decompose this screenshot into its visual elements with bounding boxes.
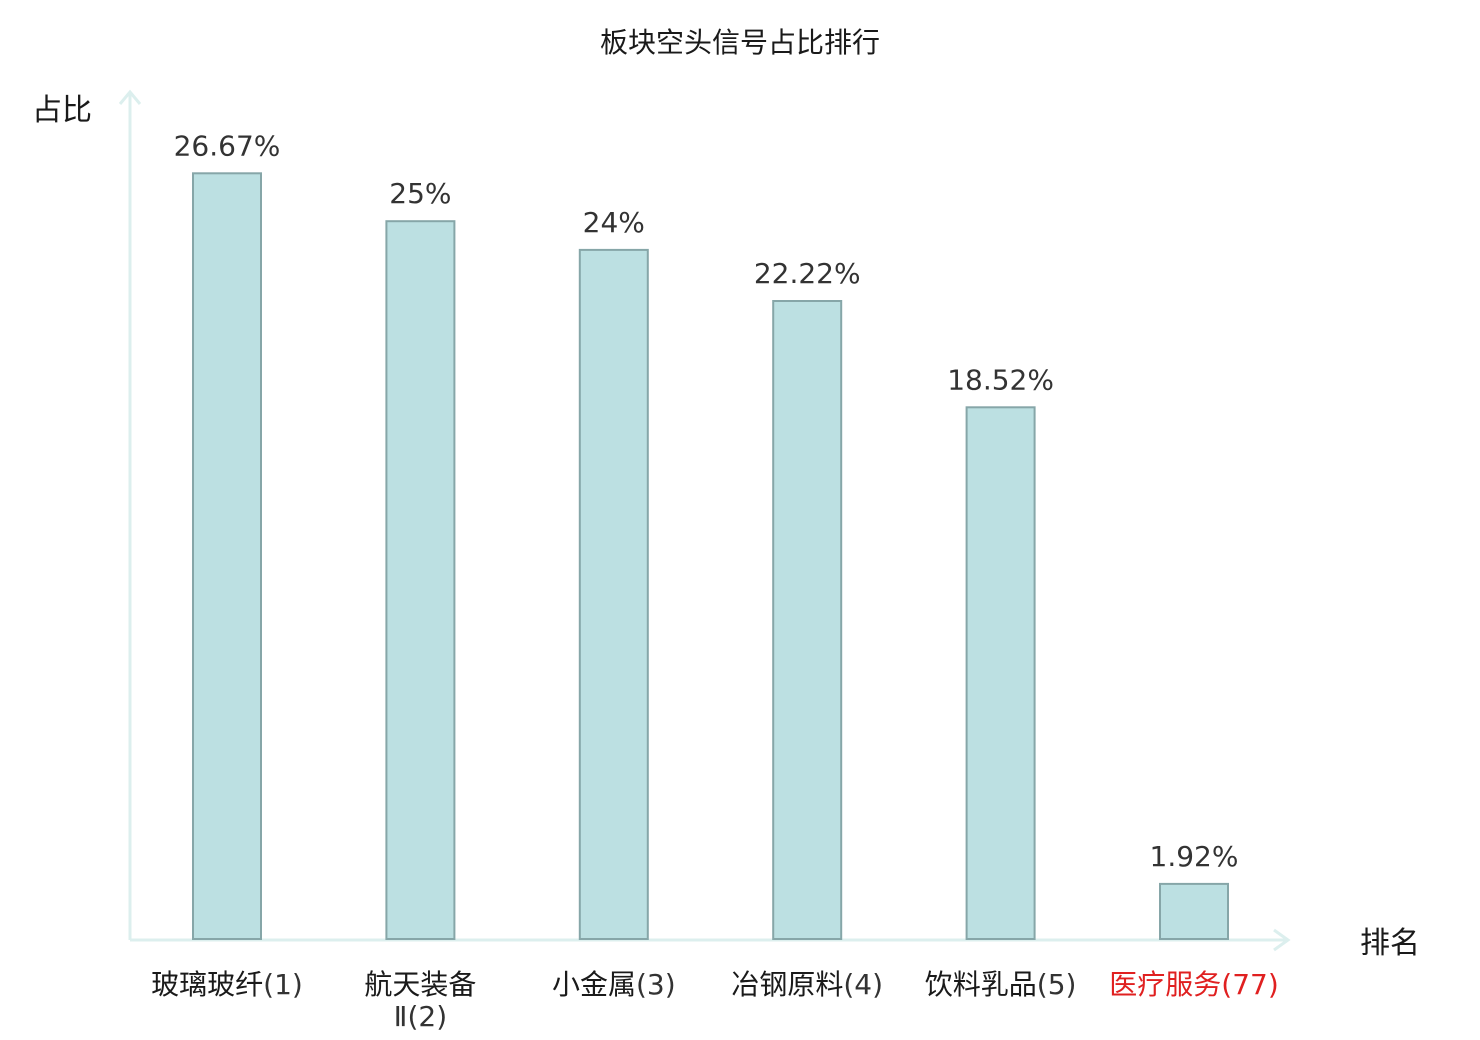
- bar-series: [192, 172, 1229, 941]
- category-label: 航天装备 Ⅱ(2): [364, 968, 476, 1033]
- bar-value-label: 26.67%: [174, 129, 281, 162]
- bar: [385, 220, 456, 940]
- category-label: 冶钢原料(4): [731, 968, 883, 1001]
- bar: [965, 406, 1036, 940]
- y-axis-arrowhead: [118, 89, 142, 105]
- bar: [192, 172, 262, 941]
- bar: [772, 300, 843, 940]
- bar: [1159, 882, 1229, 941]
- category-rank: (4): [843, 968, 883, 1001]
- category-rank: (3): [636, 968, 676, 1001]
- category-label: 小金属(3): [552, 968, 676, 1001]
- category-name: 医疗服务: [1109, 968, 1221, 1001]
- y-axis: [118, 89, 142, 940]
- category-label: 饮料乳品(5): [925, 968, 1077, 1001]
- category-rank: (77): [1221, 968, 1278, 1001]
- bar-value-label: 1.92%: [1150, 840, 1239, 873]
- value-labels: 26.67% 25% 24% 22.22% 18.52% 1.92%: [174, 129, 1239, 873]
- category-rank: Ⅱ(2): [394, 1000, 447, 1033]
- category-name: 饮料乳品: [925, 968, 1037, 1001]
- bar-value-label: 18.52%: [947, 363, 1054, 396]
- bar: [578, 248, 649, 940]
- category-name: 冶钢原料: [731, 968, 843, 1001]
- bar-value-label: 25%: [389, 177, 451, 210]
- category-labels: 玻璃玻纤(1) 航天装备 Ⅱ(2)小金属(3) 冶钢原料(4) 饮料乳品(5) 医疗服务(…: [151, 968, 1279, 1033]
- bar-value-label: 22.22%: [754, 257, 861, 290]
- x-axis-title: 排名: [1360, 926, 1420, 961]
- chart-title: 板块空头信号占比排行: [600, 26, 880, 59]
- category-rank: (5): [1037, 968, 1077, 1001]
- category-rank: (1): [263, 968, 303, 1001]
- category-name: 玻璃玻纤: [151, 968, 263, 1001]
- category-label: 玻璃玻纤(1): [151, 968, 303, 1001]
- x-axis: [130, 928, 1291, 952]
- category-label: 医疗服务(77): [1109, 968, 1279, 1001]
- y-axis-title: 占比: [32, 93, 92, 128]
- category-name: 航天装备: [364, 968, 476, 1001]
- category-name: 小金属: [552, 968, 636, 1001]
- bar-value-label: 24%: [583, 206, 645, 239]
- x-axis-arrowhead: [1273, 928, 1291, 952]
